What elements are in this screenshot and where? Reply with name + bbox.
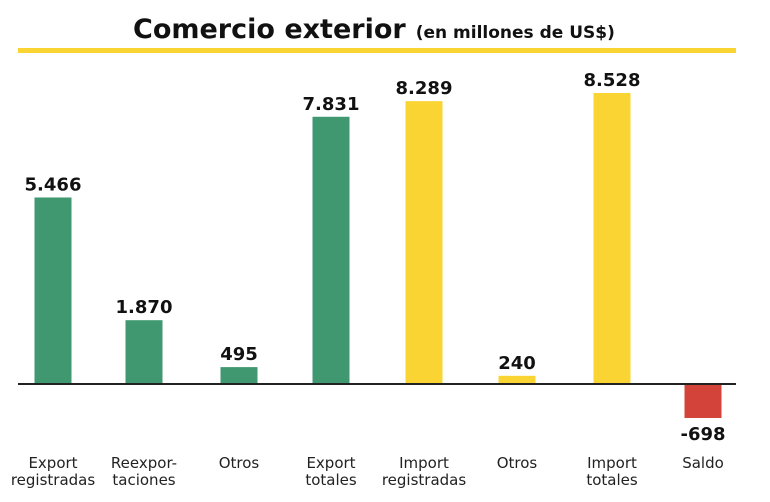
data-label: 8.289 [396, 78, 453, 99]
category-label: Import [399, 454, 449, 472]
category-label: totales [305, 471, 357, 489]
bar [684, 384, 722, 418]
data-label: 8.528 [584, 70, 641, 91]
data-label: 1.870 [116, 297, 173, 318]
category-label: Import [587, 454, 637, 472]
bar [34, 197, 72, 384]
category-label: Otros [497, 454, 538, 472]
data-label: 5.466 [25, 174, 82, 195]
title-underline [18, 48, 736, 53]
bar [498, 375, 536, 384]
data-label: -698 [680, 424, 725, 445]
bar [220, 367, 258, 384]
bar [125, 320, 163, 384]
data-label: 495 [220, 344, 258, 365]
category-label: Export [28, 454, 77, 472]
category-label: registradas [382, 471, 467, 489]
category-label: Reexpor- [111, 454, 177, 472]
category-label: totales [586, 471, 638, 489]
category-label: Saldo [682, 454, 724, 472]
data-label: 7.831 [303, 94, 360, 115]
bar [405, 101, 443, 385]
category-label: taciones [112, 471, 175, 489]
category-label: Otros [219, 454, 260, 472]
bar [593, 93, 631, 384]
category-label: Export [306, 454, 355, 472]
category-label: registradas [11, 471, 96, 489]
chart-title: Comercio exterior (en millones de US$) [133, 14, 615, 45]
data-label: 240 [498, 353, 536, 374]
bar [312, 116, 350, 384]
